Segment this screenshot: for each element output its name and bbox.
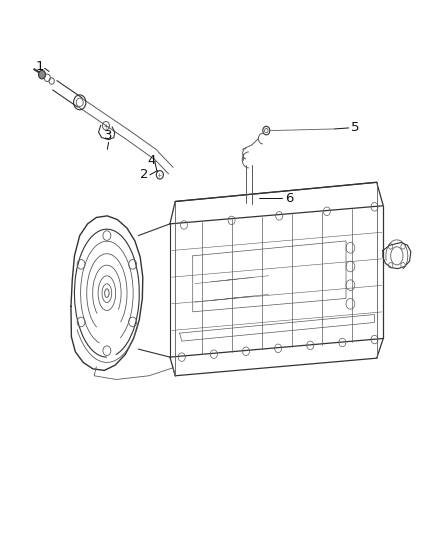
Circle shape	[39, 70, 46, 79]
Text: 5: 5	[351, 122, 360, 134]
Text: 1: 1	[36, 60, 45, 73]
Text: 6: 6	[285, 192, 293, 205]
Text: 3: 3	[104, 130, 113, 142]
Text: 4: 4	[147, 155, 155, 167]
Text: 2: 2	[140, 168, 149, 181]
